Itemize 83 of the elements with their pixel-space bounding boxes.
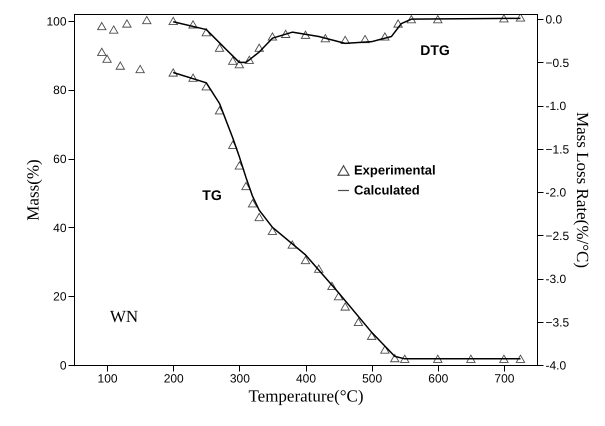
point: [228, 56, 238, 65]
x-axis-title: Temperature(°C): [248, 386, 364, 406]
point: [288, 240, 297, 249]
point: [97, 22, 106, 30]
point: [188, 20, 198, 28]
y-tick-label: 100: [46, 14, 67, 28]
point: [228, 140, 238, 149]
x-tick-label: 700: [494, 372, 515, 386]
annotation: WN: [110, 307, 138, 326]
y2-tick-label: −3.5: [546, 315, 570, 330]
point: [380, 32, 390, 41]
point: [314, 264, 324, 273]
legend-label: Calculated: [354, 182, 420, 198]
point: [102, 54, 112, 63]
point: [320, 34, 330, 42]
y2-tick-label: -1.0: [546, 99, 567, 114]
point: [122, 19, 132, 28]
x-tick-label: 400: [296, 372, 316, 386]
point: [516, 354, 526, 363]
point: [433, 354, 442, 363]
point: [300, 30, 310, 39]
y2-tick-label: -4.0: [546, 358, 567, 372]
y2-tick-label: −0.5: [546, 56, 570, 70]
y2-axis-title: Mass Loss Rate(%/°C): [573, 112, 592, 268]
point: [268, 226, 278, 235]
y2-tick-label: −2.5: [546, 228, 570, 243]
point: [390, 354, 400, 362]
y-tick-label: 0: [60, 358, 67, 372]
y2-tick-label: -2.0: [546, 186, 567, 200]
point: [334, 292, 344, 300]
point: [254, 212, 264, 222]
point: [168, 16, 178, 25]
x-tick-label: 500: [362, 372, 382, 386]
point: [466, 354, 476, 363]
annotation: TG: [202, 187, 222, 203]
y2-tick-label: -3.0: [546, 272, 567, 286]
point: [499, 354, 509, 363]
point: [136, 64, 145, 74]
point: [433, 15, 442, 24]
x-tick-label: 600: [428, 372, 449, 386]
point: [202, 28, 211, 36]
point: [406, 15, 416, 24]
y-axis-title: Mass(%): [23, 159, 42, 221]
point: [188, 74, 198, 82]
point: [393, 19, 403, 28]
point: [499, 14, 509, 22]
y-tick-label: 20: [53, 290, 67, 304]
point: [340, 36, 350, 44]
x-tick-label: 100: [98, 372, 118, 386]
x-tick-label: 300: [230, 372, 250, 386]
point: [97, 48, 106, 56]
point: [360, 35, 370, 44]
y-tick-label: 60: [53, 152, 67, 166]
point: [214, 106, 224, 114]
y2-tick-label: −1.5: [546, 142, 570, 156]
point: [327, 282, 337, 290]
legend-label: Experimental: [354, 162, 436, 178]
point: [241, 182, 251, 190]
point: [142, 16, 152, 24]
point: [354, 318, 364, 326]
y-tick-label: 40: [53, 220, 67, 235]
point: [268, 32, 278, 41]
point: [300, 256, 310, 264]
y-tick-label: 80: [53, 83, 67, 98]
x-tick-label: 200: [164, 372, 184, 386]
point: [168, 68, 178, 77]
point: [367, 332, 376, 340]
point: [254, 44, 264, 52]
point: [234, 161, 244, 170]
point: [380, 345, 390, 354]
point: [109, 25, 118, 34]
point: [400, 354, 410, 363]
point: [340, 302, 350, 311]
point: [202, 82, 211, 90]
point: [214, 44, 224, 52]
point: [234, 60, 244, 68]
point: [516, 14, 526, 22]
point: [116, 62, 125, 70]
y2-tick-label: 0.0: [546, 12, 563, 27]
point: [248, 199, 258, 208]
annotation: DTG: [420, 42, 450, 58]
point: [244, 56, 254, 64]
point: [281, 30, 290, 38]
